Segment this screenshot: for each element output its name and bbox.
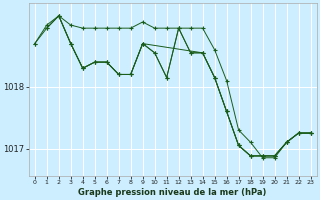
X-axis label: Graphe pression niveau de la mer (hPa): Graphe pression niveau de la mer (hPa) [78, 188, 267, 197]
